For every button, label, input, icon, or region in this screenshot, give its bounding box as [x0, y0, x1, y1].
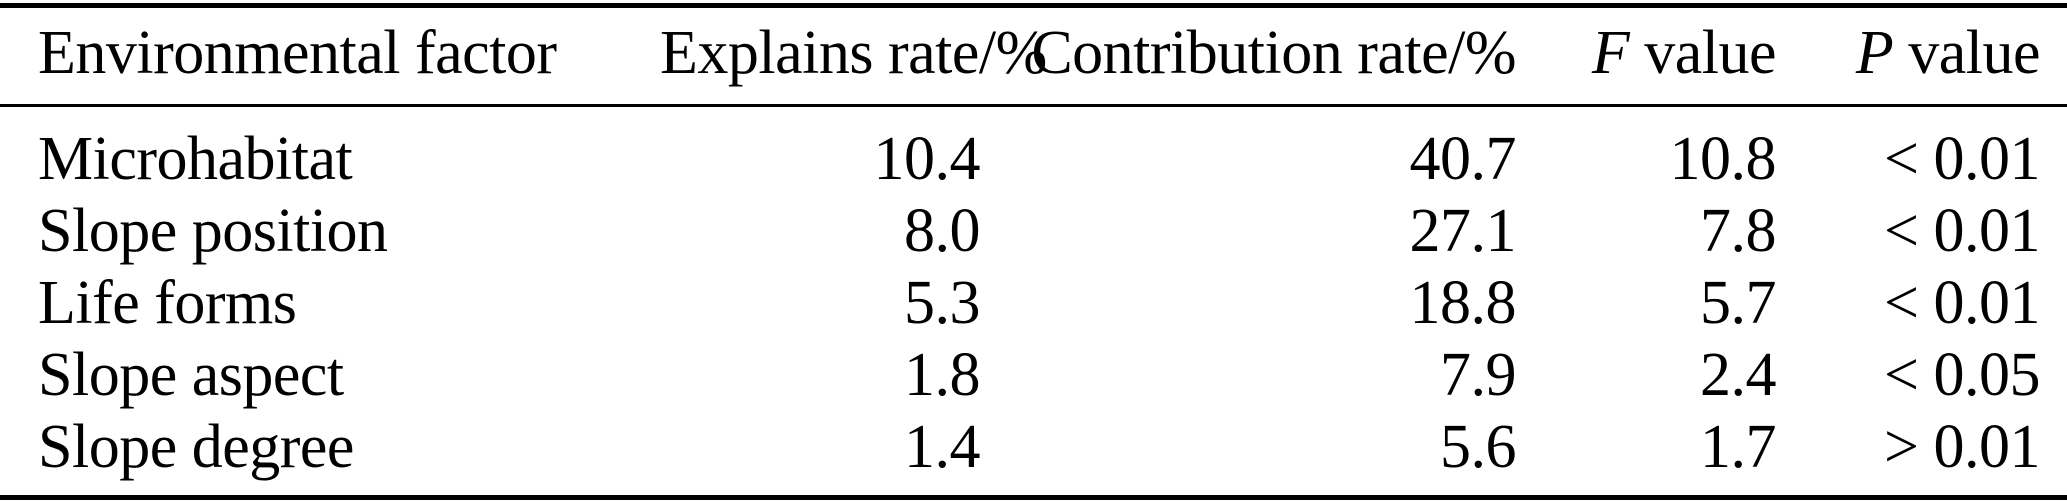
column-header-contribution-rate: Contribution rate/% — [980, 5, 1517, 107]
table-header: Environmental factor Explains rate/% Contr… — [0, 5, 2067, 107]
value-cell-p-value: > 0.01 — [1884, 413, 2040, 481]
factor-name-cell: Slope aspect — [38, 341, 344, 409]
value-cell-p-value: < 0.01 — [1884, 197, 2040, 265]
value-cell-contribution-rate: 40.7 — [1409, 125, 1517, 193]
factor-name-cell: Slope position — [38, 197, 388, 265]
column-header-f-value: F value — [1516, 5, 1777, 107]
value-cell-f-value: 1.7 — [1700, 413, 1777, 481]
value-cell-p-value: < 0.01 — [1884, 269, 2040, 337]
environmental-factors-table: Environmental factor Explains rate/% Contr… — [0, 3, 2067, 500]
factor-name-cell: Microhabitat — [38, 125, 353, 193]
value-cell-contribution-rate: 5.6 — [1440, 413, 1517, 481]
value-cell-explains-rate: 5.3 — [904, 269, 981, 337]
value-cell-contribution-rate: 18.8 — [1409, 269, 1517, 337]
factor-name-cell: Life forms — [38, 269, 297, 337]
italic-statistic-symbol: F — [1591, 18, 1630, 87]
value-cell-f-value: 2.4 — [1700, 341, 1777, 409]
value-cell-f-value: 5.7 — [1700, 269, 1777, 337]
value-cell-p-value: < 0.05 — [1884, 341, 2040, 409]
value-cell-f-value: 10.8 — [1669, 125, 1777, 193]
table-row: Microhabitat 10.4 40.7 10.8 < 0.01 — [0, 106, 2067, 196]
table-row: Slope degree 1.4 5.6 1.7 > 0.01 — [0, 411, 2067, 498]
factor-name-cell: Slope degree — [38, 413, 354, 481]
table-row: Slope aspect 1.8 7.9 2.4 < 0.05 — [0, 339, 2067, 411]
value-cell-contribution-rate: 7.9 — [1440, 341, 1517, 409]
value-cell-explains-rate: 8.0 — [904, 197, 981, 265]
value-cell-explains-rate: 1.8 — [904, 341, 981, 409]
value-cell-explains-rate: 10.4 — [873, 125, 981, 193]
value-cell-f-value: 7.8 — [1700, 197, 1777, 265]
table-row: Life forms 5.3 18.8 5.7 < 0.01 — [0, 267, 2067, 339]
table-row: Slope position 8.0 27.1 7.8 < 0.01 — [0, 195, 2067, 267]
value-cell-p-value: < 0.01 — [1884, 125, 2040, 193]
column-header-explains-rate: Explains rate/% — [660, 5, 1047, 107]
italic-statistic-symbol: P — [1855, 18, 1894, 87]
column-header-p-value: P value — [1776, 5, 2067, 107]
table-body: Microhabitat 10.4 40.7 10.8 < 0.01 Slope posi… — [0, 106, 2067, 498]
value-cell-contribution-rate: 27.1 — [1409, 197, 1517, 265]
column-header-environmental-factor: Environmental factor — [0, 5, 660, 107]
value-cell-explains-rate: 1.4 — [904, 413, 981, 481]
table-header-row: Environmental factor Explains rate/% Contr… — [0, 5, 2067, 107]
